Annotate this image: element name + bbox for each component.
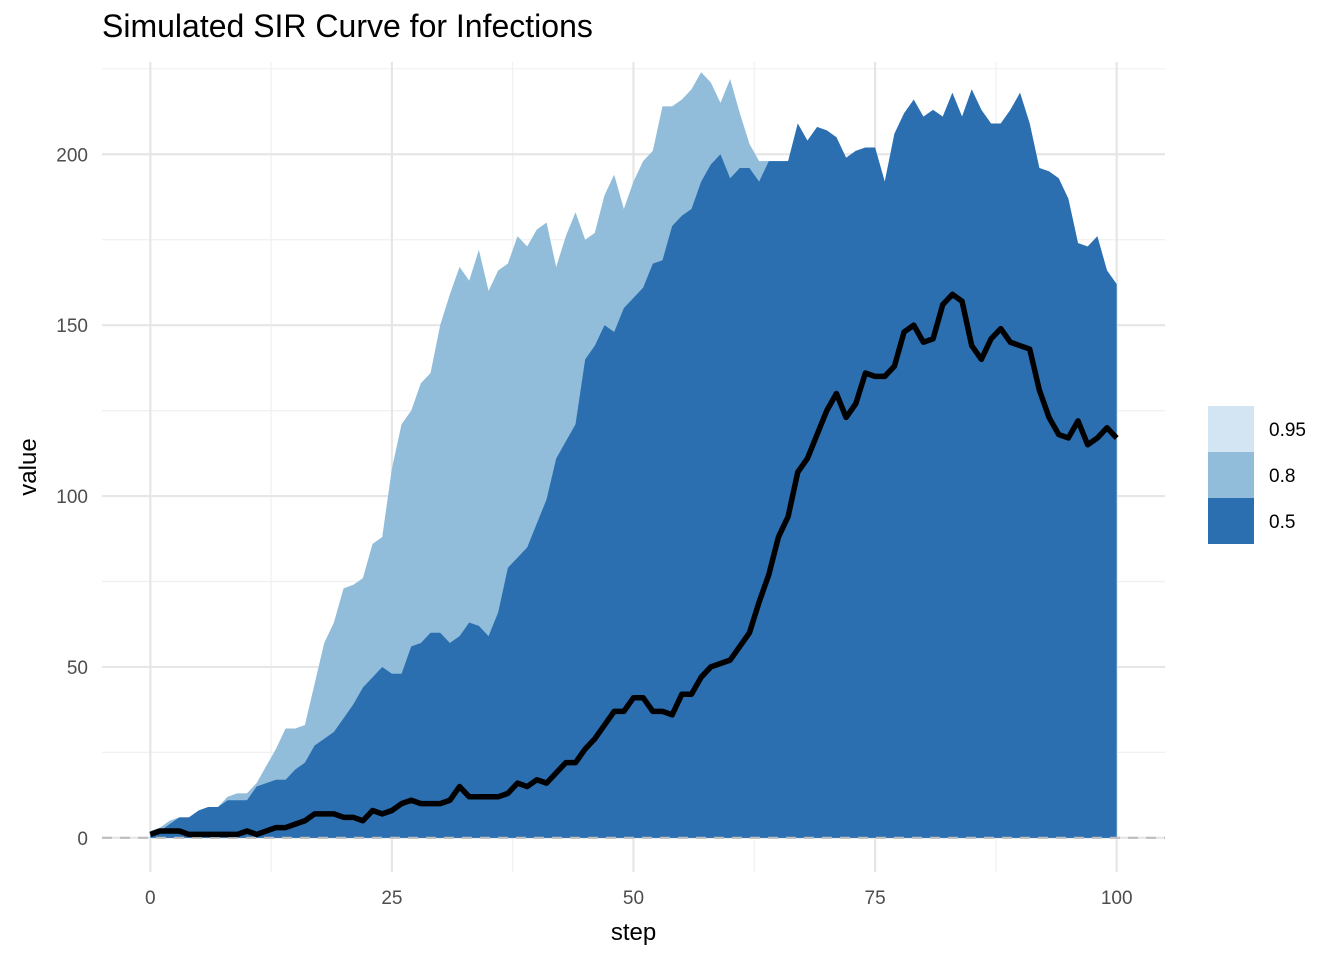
legend-label: 0.5 — [1269, 512, 1295, 533]
y-axis-title: value — [15, 438, 42, 495]
x-tick-label: 0 — [145, 888, 156, 909]
legend-label: 0.8 — [1269, 466, 1295, 487]
x-tick-label: 75 — [865, 888, 886, 909]
x-tick-label: 50 — [623, 888, 644, 909]
legend-key-05 — [1208, 498, 1254, 544]
x-axis-ticks: 0 25 50 75 100 — [145, 888, 1133, 909]
x-tick-label: 25 — [381, 888, 402, 909]
legend: 0.95 0.8 0.5 — [1208, 406, 1306, 544]
chart-title: Simulated SIR Curve for Infections — [102, 8, 593, 44]
y-tick-label: 100 — [56, 487, 88, 508]
legend-key-095 — [1208, 406, 1254, 452]
y-tick-label: 0 — [77, 829, 88, 850]
y-tick-label: 150 — [56, 316, 88, 337]
y-tick-label: 200 — [56, 145, 88, 166]
legend-key-08 — [1208, 452, 1254, 498]
median-line — [149, 291, 1119, 838]
legend-label: 0.95 — [1269, 420, 1306, 441]
y-tick-label: 50 — [67, 658, 88, 679]
quantile-bands — [150, 72, 1117, 838]
band-05 — [150, 89, 1117, 838]
x-tick-label: 100 — [1101, 888, 1133, 909]
y-axis-ticks: 0 50 100 150 200 — [56, 145, 88, 850]
x-axis-title: step — [611, 919, 656, 946]
median-layer — [149, 291, 1119, 838]
